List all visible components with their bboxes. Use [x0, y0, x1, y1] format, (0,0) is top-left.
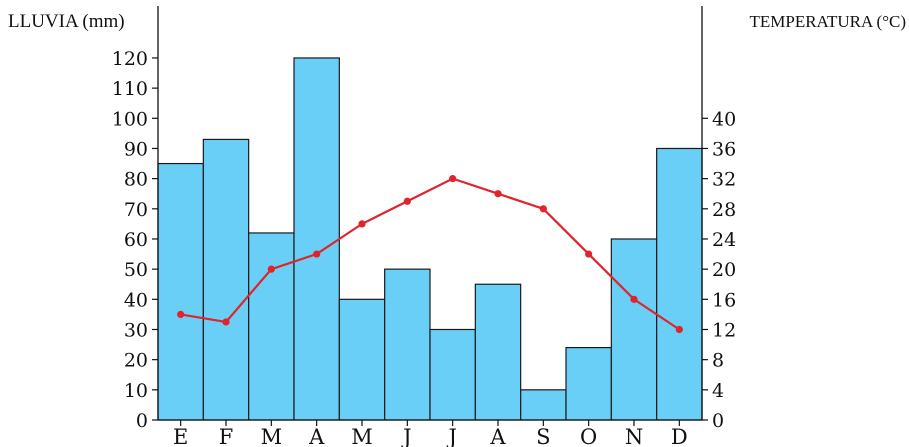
right-axis-ticks: 0 4 8 12 16 20 24 28 32 36 40 — [702, 108, 736, 432]
right-tick-label-40: 40 — [712, 108, 736, 130]
left-tick-label-0: 0 — [136, 410, 148, 432]
left-axis-title: LLUVIA (mm) — [8, 11, 125, 32]
right-tick-label-4: 4 — [712, 380, 724, 402]
rain-bar-4 — [293, 57, 340, 421]
left-tick-label-100: 100 — [112, 108, 148, 130]
right-tick-label-12: 12 — [712, 319, 736, 341]
rain-bar-2 — [202, 138, 250, 421]
right-tick-label-36: 36 — [712, 138, 736, 160]
left-tick-label-110: 110 — [112, 78, 148, 100]
month-label-2: F — [219, 425, 234, 447]
right-tick-label-20: 20 — [712, 259, 736, 281]
month-label-5: M — [351, 425, 373, 447]
rain-bar-7 — [429, 328, 476, 421]
left-tick-label-60: 60 — [124, 229, 148, 251]
rain-bar-11 — [610, 238, 658, 421]
rainfall-bars — [157, 57, 703, 421]
temperature-line — [177, 175, 683, 334]
month-label-6: J — [401, 425, 411, 447]
month-label-10: O — [580, 425, 597, 447]
temperature-point-1 — [177, 310, 185, 319]
rain-bar-5 — [338, 298, 386, 421]
rain-bar-6 — [384, 268, 431, 421]
right-tick-label-32: 32 — [712, 169, 736, 191]
temperature-point-4 — [313, 250, 321, 258]
temperature-point-7 — [449, 175, 457, 183]
temperature-polyline — [180, 177, 680, 331]
temperature-point-9 — [539, 205, 547, 213]
right-tick-label-24: 24 — [712, 229, 736, 251]
left-tick-label-50: 50 — [124, 259, 148, 281]
month-label-11: N — [625, 425, 643, 447]
left-tick-label-10: 10 — [124, 380, 148, 402]
month-label-1: E — [173, 425, 188, 447]
rain-bar-8 — [474, 283, 522, 421]
rain-bar-10 — [565, 346, 612, 421]
left-tick-label-80: 80 — [124, 169, 148, 191]
right-tick-label-16: 16 — [712, 289, 736, 311]
temperature-point-11 — [630, 295, 638, 303]
month-label-3: M — [261, 425, 283, 447]
left-tick-label-30: 30 — [124, 319, 148, 341]
temperature-point-2 — [222, 318, 230, 326]
left-tick-label-70: 70 — [124, 199, 148, 221]
right-tick-label-0: 0 — [712, 410, 724, 432]
temperature-point-10 — [585, 250, 593, 258]
month-label-12: D — [671, 425, 688, 447]
rain-bar-3 — [248, 232, 295, 421]
temperature-point-3 — [267, 265, 275, 273]
right-axis-title: TEMPERATURA (°C) — [749, 12, 906, 31]
right-tick-label-8: 8 — [712, 350, 724, 372]
rain-bar-12 — [656, 147, 703, 421]
left-tick-label-90: 90 — [124, 138, 148, 160]
month-label-8: A — [489, 425, 506, 447]
month-label-7: J — [446, 425, 456, 447]
month-label-9: S — [536, 425, 550, 447]
right-tick-label-28: 28 — [712, 199, 736, 221]
temperature-point-8 — [494, 190, 502, 198]
axes — [157, 6, 703, 421]
left-tick-label-120: 120 — [112, 48, 148, 70]
rain-bar-9 — [520, 389, 567, 421]
rain-bar-1 — [157, 162, 204, 421]
left-tick-label-40: 40 — [124, 289, 148, 311]
temperature-point-6 — [403, 197, 411, 205]
left-axis-ticks: 0 10 20 30 40 50 60 70 80 90 100 110 120 — [112, 48, 158, 432]
month-label-4: A — [308, 425, 325, 447]
left-tick-label-20: 20 — [124, 350, 148, 372]
temperature-point-5 — [358, 220, 366, 228]
temperature-point-12 — [675, 325, 683, 334]
